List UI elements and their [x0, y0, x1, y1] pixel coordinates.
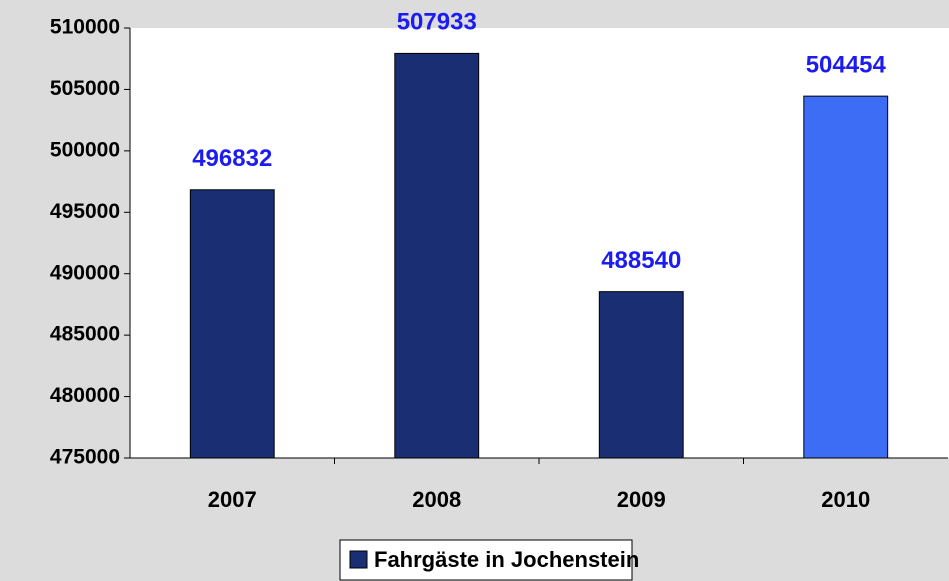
y-tick-label: 500000: [50, 138, 120, 161]
bar: [803, 95, 889, 459]
data-label: 504454: [806, 51, 887, 78]
x-tick-label: 2008: [412, 487, 461, 512]
x-tick-label: 2007: [208, 487, 257, 512]
x-tick-label: 2010: [821, 487, 870, 512]
legend-swatch: [349, 550, 368, 569]
x-tick-label: 2009: [617, 487, 666, 512]
bar: [189, 189, 275, 459]
data-label: 496832: [192, 145, 272, 172]
legend-box: [339, 539, 633, 581]
y-tick-label: 495000: [50, 200, 120, 223]
bar: [598, 291, 684, 459]
y-tick-label: 510000: [50, 16, 120, 39]
y-tick-label: 490000: [50, 261, 120, 284]
legend-label: Fahrgäste in Jochenstein: [374, 547, 639, 572]
y-tick-label: 480000: [50, 384, 120, 407]
data-label: 488540: [601, 247, 681, 274]
y-tick-label: 475000: [50, 446, 120, 469]
y-tick-label: 505000: [50, 77, 120, 100]
data-label: 507933: [397, 9, 477, 36]
bar: [394, 52, 480, 459]
y-tick-label: 485000: [50, 323, 120, 346]
